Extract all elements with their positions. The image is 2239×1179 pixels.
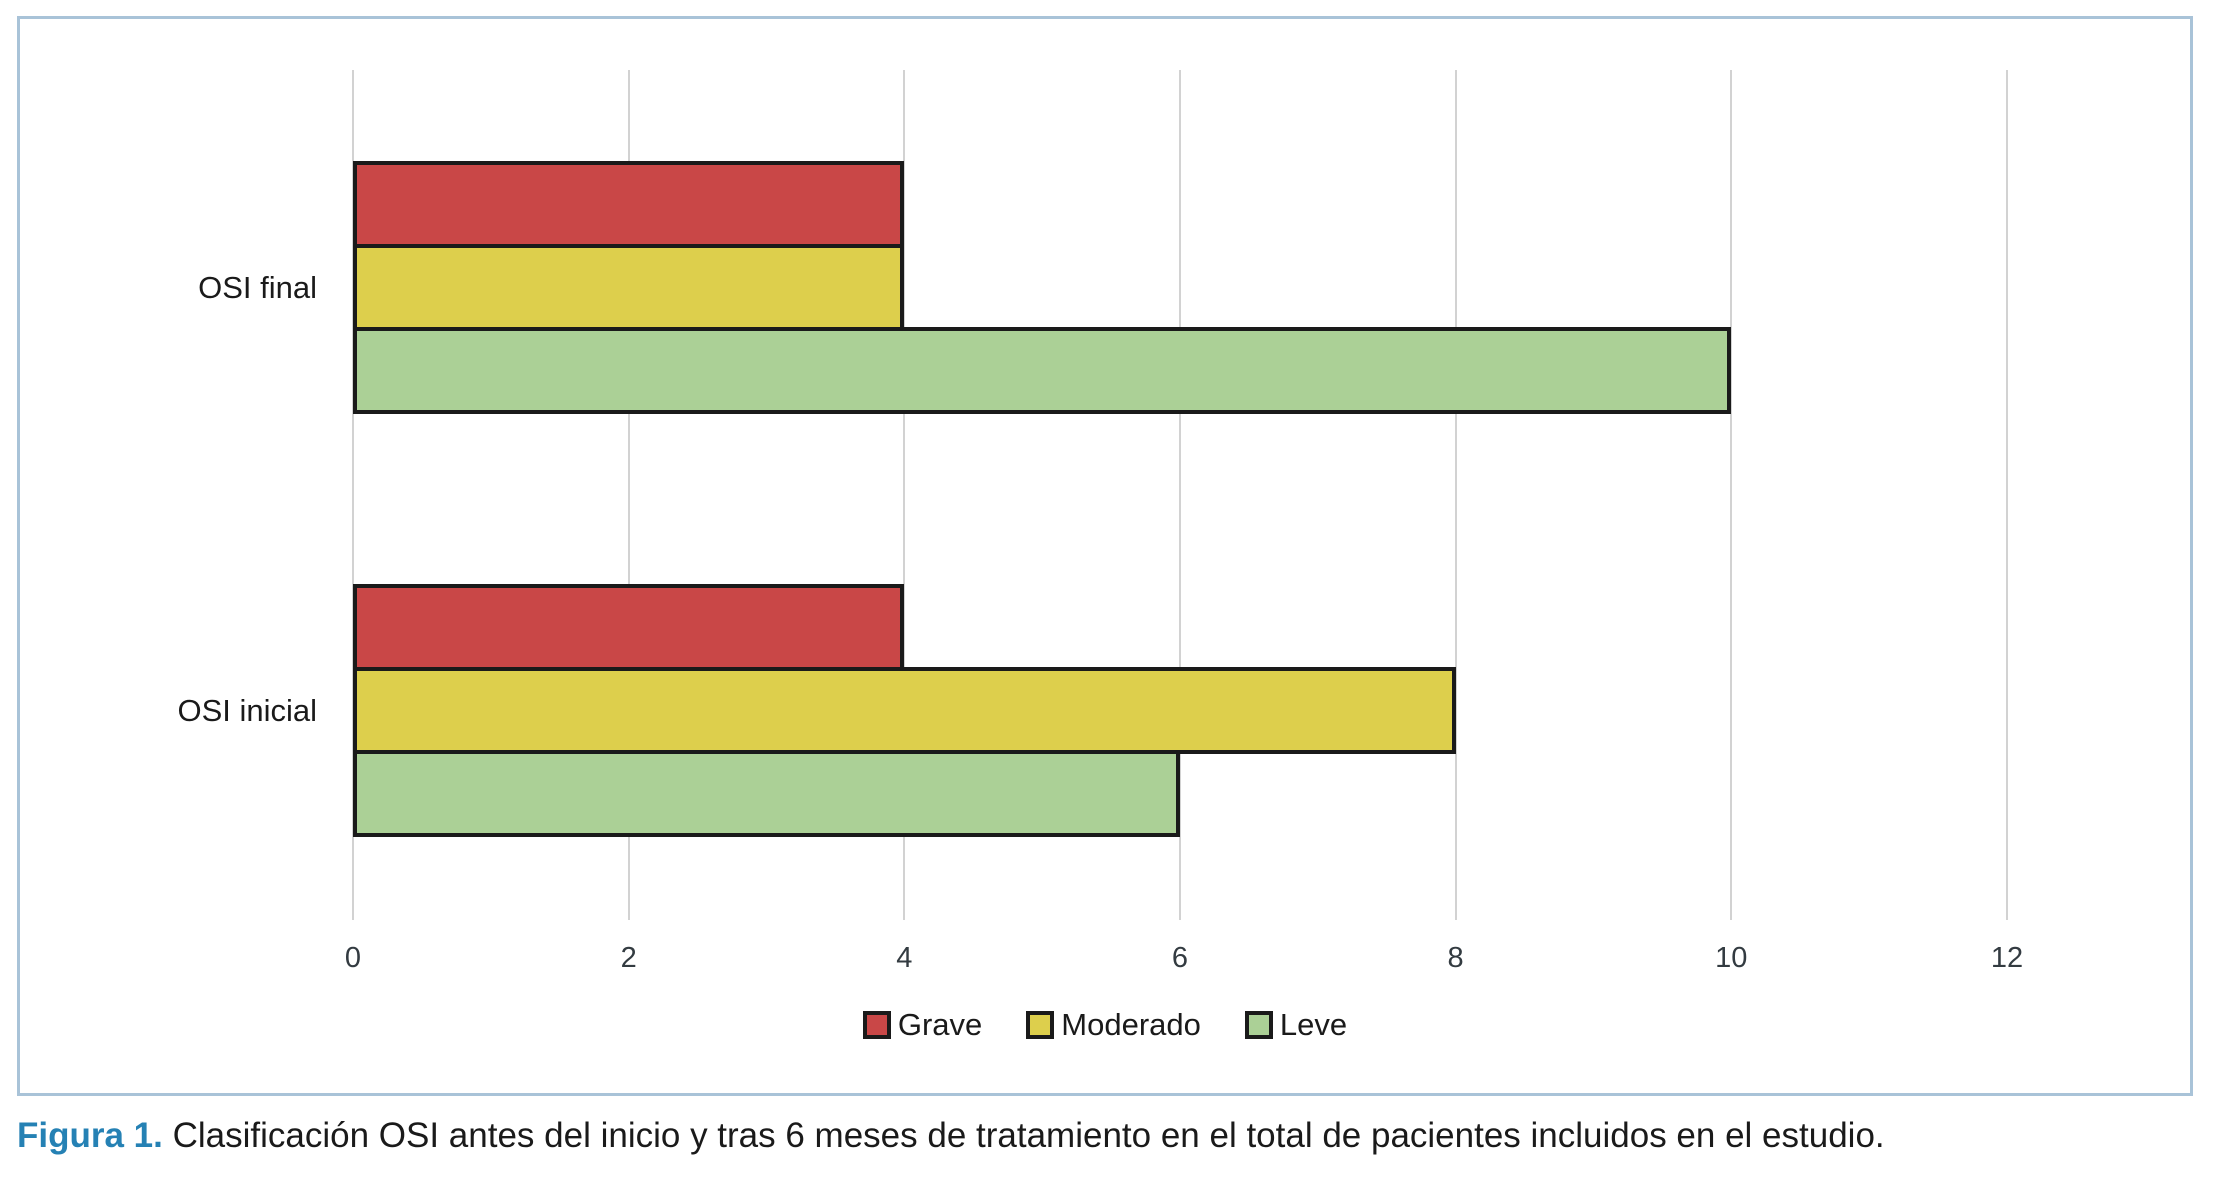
x-tick-label-12: 12	[1990, 942, 2024, 974]
gridline-x-10	[1730, 70, 1733, 920]
bar-osi-final-leve	[353, 327, 1732, 414]
legend-swatch-grave	[862, 1011, 891, 1039]
legend-label-leve: Leve	[1279, 1007, 1348, 1042]
legend-swatch-leve	[1244, 1011, 1273, 1039]
figure-panel: 0 2 4 6 8 10 12 Grave Moderado Leve OSI final OSI…	[17, 16, 2193, 1096]
category-label-osi-inicial: OSI inicial	[177, 693, 317, 728]
bar-osi-inicial-leve	[353, 750, 1180, 837]
legend-item-grave: Grave	[862, 1007, 983, 1043]
category-label-osi-final: OSI final	[198, 270, 317, 305]
legend-item-leve: Leve	[1244, 1007, 1348, 1043]
bar-osi-inicial-moderado	[353, 667, 1456, 754]
gridline-x-6	[1178, 70, 1181, 920]
figure-caption-label: Figura 1.	[17, 1116, 163, 1155]
chart-legend: Grave Moderado Leve	[20, 1007, 2190, 1043]
bar-osi-final-grave	[353, 161, 905, 248]
x-tick-label-4: 4	[896, 942, 913, 974]
legend-label-moderado: Moderado	[1061, 1007, 1201, 1042]
legend-swatch-moderado	[1026, 1011, 1055, 1039]
gridline-x-4	[903, 70, 906, 920]
gridline-x-8	[1454, 70, 1457, 920]
legend-label-grave: Grave	[897, 1007, 983, 1042]
x-tick-label-6: 6	[1171, 942, 1189, 974]
bar-chart-plot-area: 0 2 4 6 8 10 12	[345, 70, 2023, 974]
gridline-x-0	[352, 70, 354, 920]
legend-item-moderado: Moderado	[1026, 1007, 1201, 1043]
x-tick-label-8: 8	[1447, 942, 1464, 974]
figure-caption: Figura 1. Clasificación OSI antes del in…	[17, 1116, 2217, 1156]
gridline-x-12	[2005, 70, 2008, 920]
figure-caption-text: Clasificación OSI antes del inicio y tra…	[162, 1116, 1885, 1155]
x-tick-label-2: 2	[620, 942, 637, 974]
x-tick-label-10: 10	[1715, 942, 1748, 974]
bar-osi-final-moderado	[353, 244, 905, 331]
x-tick-label-0: 0	[344, 942, 362, 974]
gridline-x-2	[627, 70, 630, 920]
bar-osi-inicial-grave	[353, 584, 905, 671]
